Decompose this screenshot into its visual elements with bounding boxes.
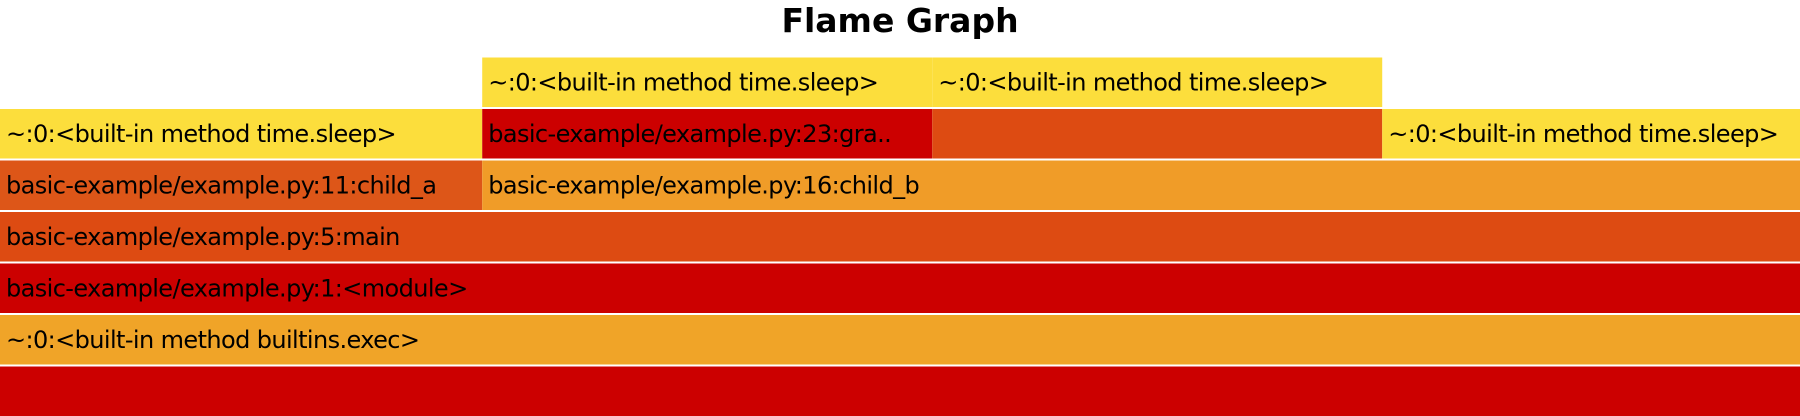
flame-frame-label: basic-example/example.py:1:<module> [6,274,468,302]
flame-frame-bar[interactable] [482,109,933,159]
flame-frame-label: basic-example/example.py:16:child_b [488,171,919,199]
flame-frame[interactable]: basic-example/example.py:16:child_b [482,160,1800,211]
flame-frame-label: ~:0:<built-in method time.sleep> [488,68,878,96]
flame-frame-bar[interactable] [0,263,1800,314]
flame-frame-label: ~:0:<built-in method time.sleep> [6,120,396,148]
chart-title: Flame Graph [781,1,1019,40]
flame-frame-bar[interactable] [482,57,933,108]
flame-frame[interactable]: ~:0:<built-in method time.sleep> [1382,109,1800,159]
flame-frame-label: ~:0:<built-in method builtins.exec> [6,326,419,354]
flame-frame[interactable]: basic-example/example.py:5:main [0,212,1800,262]
flame-frame[interactable]: ~:0:<built-in method time.sleep> [932,57,1383,108]
flame-frame[interactable]: ~:0:<built-in method builtins.exec> [0,315,1800,365]
flame-frame[interactable] [932,109,1383,159]
flame-frame-bar[interactable] [0,366,1800,416]
flame-frame-bar[interactable] [932,109,1383,159]
flame-frame-bar[interactable] [1382,109,1800,159]
flame-frame[interactable]: ~:0:<built-in method time.sleep> [482,57,933,108]
flame-frame[interactable] [0,366,1800,416]
flame-frame-label: basic-example/example.py:5:main [6,223,400,251]
flame-frame[interactable]: basic-example/example.py:23:gra.. [482,109,933,159]
flame-frame-bar[interactable] [0,160,483,211]
flame-frame-label: ~:0:<built-in method time.sleep> [938,68,1328,96]
flame-frame-bar[interactable] [0,109,483,159]
flame-frame-bar[interactable] [0,315,1800,365]
flame-frame[interactable]: basic-example/example.py:11:child_a [0,160,483,211]
flame-frame-label: ~:0:<built-in method time.sleep> [1388,120,1778,148]
flame-frame-label: basic-example/example.py:11:child_a [6,171,436,199]
flame-frame-bar[interactable] [932,57,1383,108]
flame-frame-bar[interactable] [482,160,1800,211]
flame-frame-bar[interactable] [0,212,1800,262]
flame-frame-label: basic-example/example.py:23:gra.. [488,120,891,148]
flame-frame[interactable]: basic-example/example.py:1:<module> [0,263,1800,314]
flame-frame[interactable]: ~:0:<built-in method time.sleep> [0,109,483,159]
